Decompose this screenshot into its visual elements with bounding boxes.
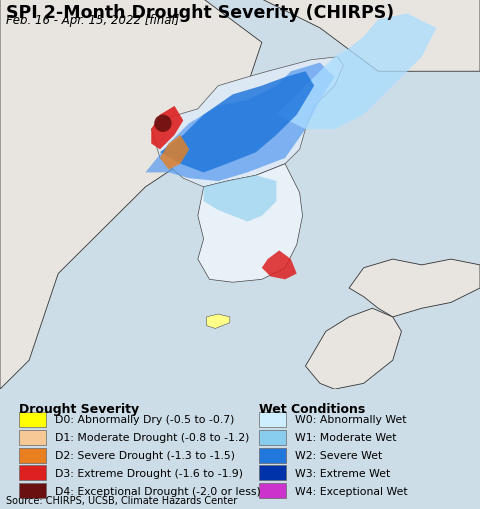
Polygon shape xyxy=(145,64,335,182)
Bar xyxy=(19,465,46,480)
Text: Feb. 16 - Apr. 15, 2022 [final]: Feb. 16 - Apr. 15, 2022 [final] xyxy=(6,14,179,26)
Text: D3: Extreme Drought (-1.6 to -1.9): D3: Extreme Drought (-1.6 to -1.9) xyxy=(55,468,243,478)
Bar xyxy=(259,483,286,498)
Text: Wet Conditions: Wet Conditions xyxy=(259,403,365,415)
Polygon shape xyxy=(262,251,297,280)
Polygon shape xyxy=(160,135,189,170)
Circle shape xyxy=(154,116,172,133)
Text: D1: Moderate Drought (-0.8 to -1.2): D1: Moderate Drought (-0.8 to -1.2) xyxy=(55,433,250,442)
Text: D4: Exceptional Drought (-2.0 or less): D4: Exceptional Drought (-2.0 or less) xyxy=(55,486,261,496)
Bar xyxy=(259,465,286,480)
Polygon shape xyxy=(206,315,230,329)
Polygon shape xyxy=(151,107,183,150)
Bar xyxy=(19,483,46,498)
Text: W0: Abnormally Wet: W0: Abnormally Wet xyxy=(295,415,407,425)
Bar xyxy=(19,430,46,445)
Polygon shape xyxy=(262,0,480,72)
Polygon shape xyxy=(160,72,314,173)
Polygon shape xyxy=(276,14,436,130)
Text: W2: Severe Wet: W2: Severe Wet xyxy=(295,450,383,460)
Text: Source: CHIRPS, UCSB, Climate Hazards Center: Source: CHIRPS, UCSB, Climate Hazards Ce… xyxy=(6,495,237,505)
Text: D0: Abnormally Dry (-0.5 to -0.7): D0: Abnormally Dry (-0.5 to -0.7) xyxy=(55,415,235,425)
Polygon shape xyxy=(151,58,343,187)
Polygon shape xyxy=(204,176,276,222)
Bar xyxy=(259,448,286,463)
Bar xyxy=(259,430,286,445)
Polygon shape xyxy=(0,0,262,389)
Polygon shape xyxy=(305,308,401,389)
Text: SPI 2-Month Drought Severity (CHIRPS): SPI 2-Month Drought Severity (CHIRPS) xyxy=(6,4,394,22)
Bar xyxy=(259,412,286,427)
Bar xyxy=(19,412,46,427)
Text: W3: Extreme Wet: W3: Extreme Wet xyxy=(295,468,390,478)
Text: W1: Moderate Wet: W1: Moderate Wet xyxy=(295,433,396,442)
Bar xyxy=(19,448,46,463)
Polygon shape xyxy=(198,164,302,282)
Text: W4: Exceptional Wet: W4: Exceptional Wet xyxy=(295,486,408,496)
Polygon shape xyxy=(349,260,480,317)
Text: D2: Severe Drought (-1.3 to -1.5): D2: Severe Drought (-1.3 to -1.5) xyxy=(55,450,235,460)
Text: Drought Severity: Drought Severity xyxy=(19,403,139,415)
